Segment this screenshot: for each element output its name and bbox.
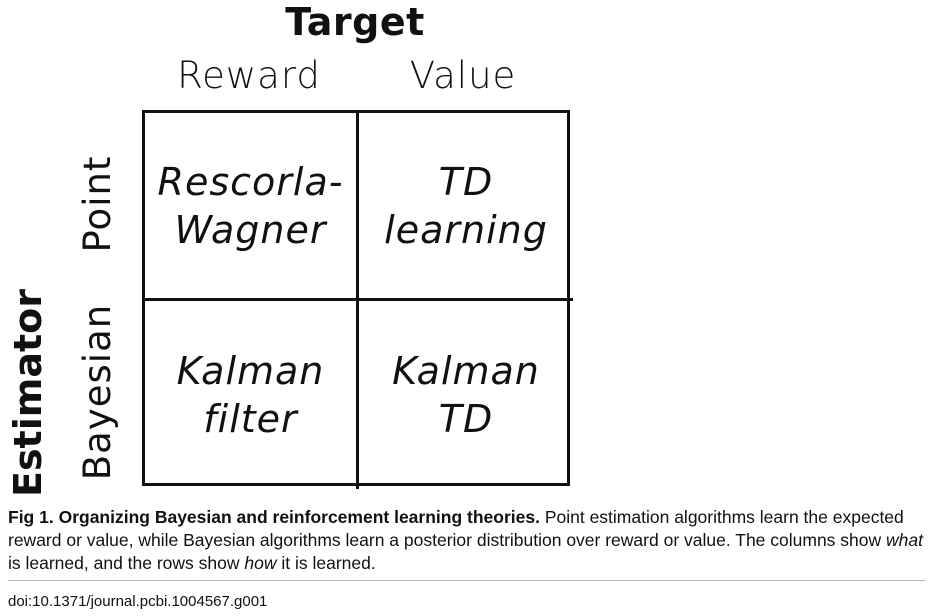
doi-link[interactable]: doi:10.1371/journal.pcbi.1004567.g001	[8, 593, 268, 610]
cell-td-learning-line1: TD	[438, 159, 494, 204]
row-label-point-wrap: Point	[76, 110, 120, 298]
estimator-axis-title: Estimator	[6, 288, 50, 498]
caption-title: Organizing Bayesian and reinforcement le…	[58, 507, 540, 527]
caption-text-a: Point estimation algorithms learn the ex…	[8, 507, 904, 550]
caption-text-c: it is learned.	[276, 553, 376, 573]
cell-rescorla-wagner: Rescorla- Wagner	[145, 113, 359, 301]
cell-td-learning-line2: learning	[384, 207, 548, 252]
caption-emphasis-what: what	[886, 530, 923, 550]
row-label-bayesian: Bayesian	[76, 303, 119, 481]
cell-kalman-td-line1: Kalman	[392, 349, 540, 393]
figure-diagram: Target Reward Value Estimator Point Baye…	[6, 0, 573, 503]
caption-emphasis-how: how	[244, 553, 277, 573]
cell-rescorla-wagner-line2: Wagner	[174, 207, 327, 252]
caption-label: Fig 1.	[8, 507, 54, 527]
cell-kalman-filter-line1: Kalman	[176, 349, 325, 393]
caption-divider	[8, 580, 926, 581]
estimator-axis-title-wrap: Estimator	[6, 283, 50, 503]
matrix-grid: Rescorla- Wagner TD learning Kalman filt…	[142, 110, 573, 489]
cell-kalman-td-line2: TD	[438, 397, 494, 441]
row-label-point: Point	[76, 155, 119, 253]
caption-text-b: is learned, and the rows show	[8, 553, 245, 573]
target-axis-title: Target	[285, 0, 425, 44]
cell-kalman-filter-line2: filter	[203, 397, 298, 441]
row-label-bayesian-wrap: Bayesian	[76, 298, 120, 486]
cell-rescorla-wagner-line1: Rescorla-	[157, 159, 344, 204]
cell-kalman-td: Kalman TD	[359, 301, 573, 489]
column-label-value: Value	[409, 54, 517, 97]
column-label-reward: Reward	[177, 54, 321, 97]
cell-kalman-filter: Kalman filter	[145, 301, 359, 489]
figure-caption: Fig 1. Organizing Bayesian and reinforce…	[8, 506, 926, 575]
cell-td-learning: TD learning	[359, 113, 573, 301]
